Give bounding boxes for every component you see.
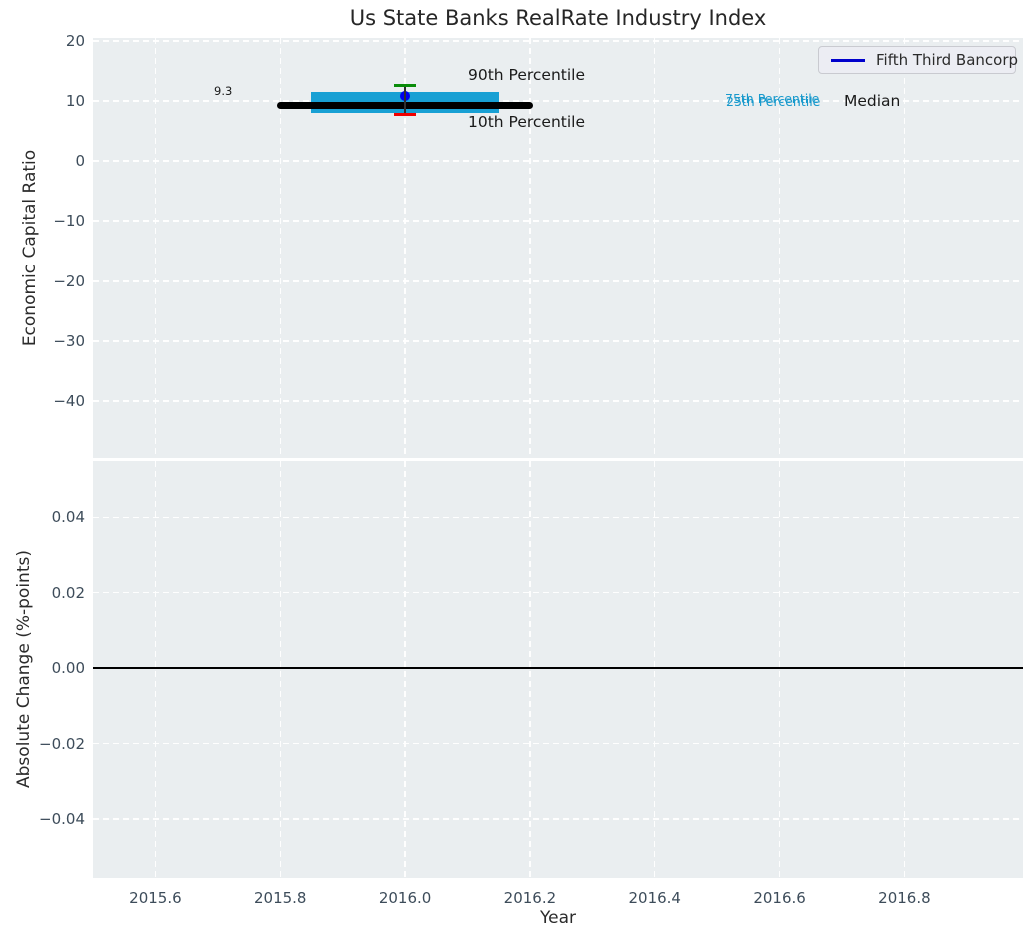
gridline-y bbox=[93, 400, 1023, 402]
x-tick-label: 2015.8 bbox=[253, 889, 307, 907]
p10-annotation: 10th Percentile bbox=[468, 113, 586, 131]
x-tick-label: 2016.8 bbox=[878, 889, 931, 907]
gridline-y bbox=[93, 160, 1023, 162]
y-tick-label: −0.04 bbox=[39, 810, 85, 829]
y-tick-label: −20 bbox=[53, 272, 85, 290]
chart-title: Us State Banks RealRate Industry Index bbox=[349, 6, 767, 30]
legend-label: Fifth Third Bancorp bbox=[876, 51, 1019, 69]
y-tick-label: 0.04 bbox=[51, 508, 85, 527]
gridline-y bbox=[93, 220, 1023, 222]
top-plot-area bbox=[93, 38, 1023, 458]
y-tick-label: −0.02 bbox=[39, 734, 85, 753]
y-tick-label: 0.00 bbox=[51, 659, 85, 678]
y-tick-label: −30 bbox=[53, 332, 85, 350]
p10-cap bbox=[394, 112, 417, 116]
y-axis-label-top: Economic Capital Ratio bbox=[20, 149, 40, 347]
legend-line-icon bbox=[831, 58, 865, 62]
percentile-whisker bbox=[404, 85, 406, 115]
y-tick-label: 0 bbox=[75, 152, 85, 170]
gridline-x bbox=[903, 461, 906, 878]
y-tick-label: 0.02 bbox=[51, 583, 85, 602]
y-tick-label: 20 bbox=[65, 32, 85, 50]
gridline-x bbox=[778, 461, 781, 878]
p25-annotation: 25th Percentile bbox=[726, 93, 821, 109]
zero-line bbox=[93, 667, 1023, 670]
gridline-x bbox=[279, 461, 281, 878]
gridline-y bbox=[93, 818, 1023, 820]
gridline-x bbox=[529, 461, 531, 878]
x-tick-label: 2016.0 bbox=[378, 889, 432, 907]
gridline-y bbox=[93, 340, 1023, 342]
y-tick-label: −10 bbox=[53, 212, 85, 230]
gridline-y bbox=[93, 280, 1023, 282]
x-tick-label: 2015.6 bbox=[129, 889, 182, 907]
gridline-y bbox=[93, 516, 1023, 518]
legend: Fifth Third Bancorp bbox=[818, 46, 1019, 74]
p90-cap bbox=[394, 84, 417, 87]
gridline-y bbox=[93, 100, 1023, 102]
x-tick-label: 2016.4 bbox=[628, 889, 681, 907]
median-value-annotation: 9.3 bbox=[214, 84, 233, 98]
p90-annotation: 90th Percentile bbox=[468, 66, 586, 84]
gridline-x bbox=[154, 461, 157, 878]
p75-annotation: 75th Percentile bbox=[725, 91, 820, 106]
x-tick-label: 2016.6 bbox=[753, 889, 806, 907]
gridline-x bbox=[279, 38, 281, 458]
gridline-y bbox=[93, 40, 1023, 42]
x-tick-label: 2016.2 bbox=[503, 889, 557, 907]
gridline-x bbox=[404, 461, 406, 878]
gridline-y bbox=[93, 592, 1023, 594]
bottom-plot-area bbox=[93, 461, 1023, 878]
gridline-x bbox=[778, 38, 781, 458]
gridline-x bbox=[903, 38, 906, 458]
median-annotation: Median bbox=[844, 92, 901, 110]
gridline-y bbox=[93, 742, 1023, 745]
gridline-x bbox=[654, 38, 656, 458]
y-tick-label: −40 bbox=[53, 392, 85, 410]
gridline-x bbox=[654, 461, 656, 878]
gridline-x bbox=[529, 38, 531, 458]
x-axis-label: Year bbox=[540, 908, 576, 928]
gridline-x bbox=[404, 38, 406, 458]
y-tick-label: 10 bbox=[65, 92, 85, 110]
gridline-x bbox=[154, 38, 157, 458]
